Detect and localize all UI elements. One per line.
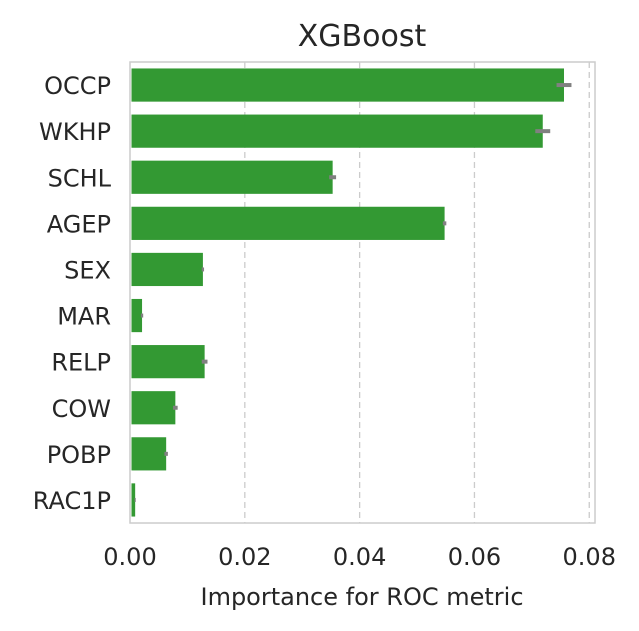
error-bars (134, 83, 572, 502)
y-tick-label: SCHL (48, 164, 112, 192)
bar (131, 206, 445, 240)
x-tick-label: 0.00 (103, 543, 156, 571)
chart-title: XGBoost (298, 19, 427, 54)
y-tick-label: OCCP (44, 72, 111, 100)
bar (131, 160, 333, 194)
y-tick-labels: OCCP WKHP SCHL AGEP SEX MAR RELP COW POBP RAC1P (33, 72, 112, 515)
y-tick-label: SEX (64, 256, 111, 284)
x-tick-label: 0.06 (448, 543, 501, 571)
x-tick-label: 0.02 (218, 543, 271, 571)
y-tick-label: RAC1P (33, 487, 111, 515)
plot-frame (129, 61, 596, 524)
y-tick-label: WKHP (39, 118, 111, 146)
bar (131, 437, 167, 471)
bar (131, 483, 136, 517)
bar (131, 114, 543, 148)
bar (131, 252, 203, 287)
y-tick-label: RELP (51, 349, 111, 377)
y-tick-label: MAR (57, 303, 111, 331)
bars (131, 68, 564, 517)
x-axis-label: Importance for ROC metric (200, 583, 523, 611)
x-tick-label: 0.08 (563, 543, 616, 571)
bar (131, 68, 564, 102)
y-tick-label: COW (52, 395, 111, 423)
y-tick-label: POBP (47, 441, 111, 469)
gridlines (244, 62, 590, 523)
x-tick-label: 0.04 (333, 543, 386, 571)
bar (131, 298, 143, 333)
bar (131, 391, 176, 425)
x-tick-labels: 0.00 0.02 0.04 0.06 0.08 (103, 543, 616, 571)
bar (131, 345, 205, 379)
y-tick-label: AGEP (47, 210, 111, 238)
